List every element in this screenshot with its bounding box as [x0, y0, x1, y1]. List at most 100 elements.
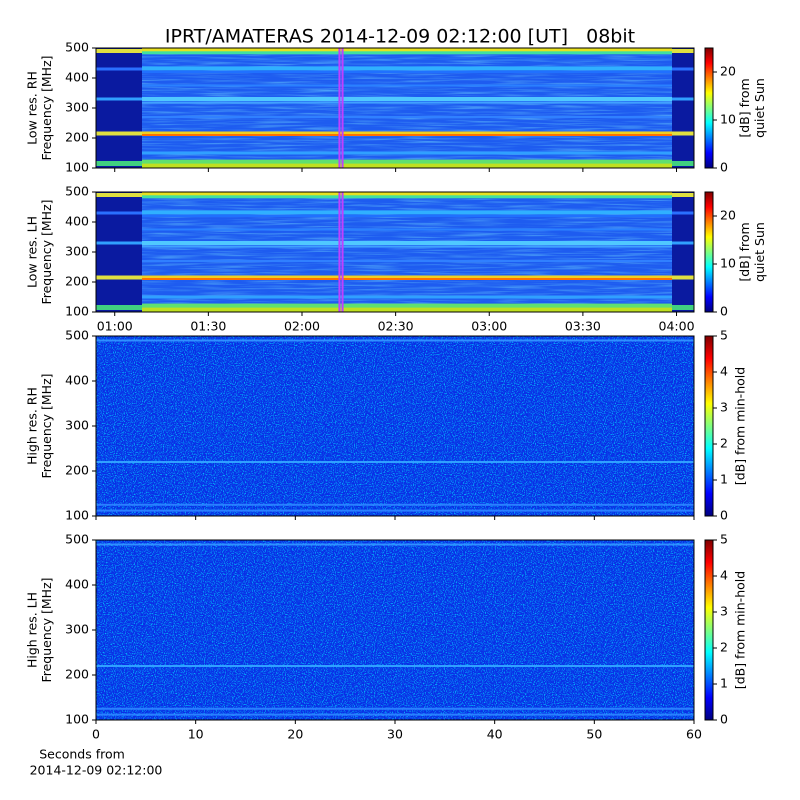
colorbar — [704, 47, 714, 169]
x-tick-label: 02:00 — [284, 319, 320, 334]
x-tick-label: 60 — [686, 727, 702, 742]
spectrum-band — [96, 193, 142, 197]
spectrum-band — [96, 295, 694, 299]
spectrum-band — [96, 97, 142, 101]
y-tick-label: 400 — [65, 373, 89, 388]
spectrum-gap — [672, 48, 694, 168]
spectrum-band — [96, 543, 694, 546]
spectrum-band — [96, 163, 694, 168]
x-tick-label: 40 — [487, 727, 503, 742]
spectrum-band — [96, 245, 694, 248]
y-tick-label: 500 — [65, 532, 89, 547]
colorbar-tick-label: 0 — [720, 304, 728, 319]
spectrum-band — [96, 303, 694, 310]
spectrum-band — [96, 71, 694, 73]
colorbar-tick-label: 2 — [720, 436, 728, 451]
spectrum-band — [96, 66, 694, 71]
y-axis-label: Frequency [MHz] — [39, 577, 54, 682]
spectrum-band — [96, 97, 694, 101]
x-tick-label: 01:30 — [190, 319, 226, 334]
spectrum-band — [672, 131, 694, 136]
spectrum-band — [96, 131, 694, 136]
spectrum-band — [96, 707, 694, 710]
colorbar-tick-label: 1 — [720, 472, 728, 487]
spectrum-gap — [672, 192, 694, 312]
y-tick-label: 500 — [65, 184, 89, 199]
spectrum-band — [96, 210, 694, 215]
y-axis-label: Frequency [MHz] — [39, 373, 54, 478]
colorbar-label: [dB] from — [737, 222, 752, 281]
y-axis-label: Low res. LH — [25, 216, 40, 288]
colorbar-tick-label: 3 — [720, 400, 728, 415]
y-tick-label: 500 — [65, 40, 89, 55]
spectrum-band — [96, 51, 694, 55]
y-tick-label: 100 — [65, 508, 89, 523]
colorbar-label: quiet Sun — [752, 222, 767, 282]
spectrum-band — [672, 275, 694, 280]
colorbar-label: [dB] from — [737, 78, 752, 137]
x-axis-label: Seconds from — [39, 747, 125, 762]
spectrum-band — [96, 161, 142, 166]
spectrum-band — [96, 101, 694, 104]
spectrum-band — [672, 49, 694, 53]
spectrum-gap — [96, 48, 142, 168]
y-tick-label: 400 — [65, 577, 89, 592]
spectrum-band — [96, 503, 694, 506]
colorbar-tick-label: 4 — [720, 364, 728, 379]
spectrum-band — [96, 260, 694, 262]
spectrum-band — [672, 305, 694, 310]
spectrum-band — [96, 275, 142, 280]
y-tick-label: 100 — [65, 712, 89, 727]
spectrum-band — [96, 195, 694, 199]
colorbar-tick-label: 0 — [720, 712, 728, 727]
x-tick-label: 10 — [188, 727, 204, 742]
spectrum-band — [96, 48, 694, 54]
spectrum-band — [96, 131, 142, 136]
spectrum-noise — [96, 540, 694, 720]
spectrum-band — [96, 116, 694, 118]
spectrum-band — [96, 275, 694, 280]
x-tick-label: 20 — [287, 727, 303, 742]
colorbar-tick-label: 10 — [720, 112, 736, 127]
spectrum-band — [672, 241, 694, 245]
spectrum-band — [96, 241, 142, 245]
y-axis-label: High res. RH — [25, 387, 40, 465]
spectrum-band — [96, 509, 694, 512]
colorbar-label: [dB] from min-hold — [733, 571, 748, 689]
x-tick-label: 04:00 — [659, 319, 695, 334]
colorbar-tick-label: 10 — [720, 256, 736, 271]
figure-title: IPRT/AMATERAS 2014-12-09 02:12:00 [UT] 0… — [165, 26, 635, 48]
spectrum-band — [672, 211, 694, 215]
y-tick-label: 200 — [65, 130, 89, 145]
colorbar-tick-label: 3 — [720, 604, 728, 619]
spectrogram — [96, 192, 694, 312]
spectrogram — [96, 48, 694, 168]
colorbar-tick-label: 2 — [720, 640, 728, 655]
spectrum-band — [96, 665, 694, 667]
spectrum-band — [96, 278, 694, 280]
spectrum-noise — [96, 48, 694, 168]
colorbar-label: quiet Sun — [752, 78, 767, 138]
y-axis-label: Frequency [MHz] — [39, 55, 54, 160]
spectrum-band — [96, 49, 142, 53]
x-axis-label: 2014-12-09 02:12:00 — [30, 763, 163, 778]
spectrum-band — [672, 193, 694, 197]
colorbar — [704, 539, 714, 721]
spectrum-band — [96, 134, 694, 136]
y-tick-label: 100 — [65, 160, 89, 175]
colorbar — [704, 335, 714, 517]
spectrum-band — [96, 228, 694, 231]
y-axis-label: Low res. RH — [25, 71, 40, 145]
spectrum-band — [672, 161, 694, 166]
x-tick-label: 0 — [92, 727, 100, 742]
spectrum-band — [96, 713, 694, 716]
x-tick-label: 03:00 — [471, 319, 507, 334]
y-axis-label: High res. LH — [25, 592, 40, 668]
y-tick-label: 300 — [65, 622, 89, 637]
spectrum-band — [96, 339, 694, 342]
x-tick-label: 02:30 — [378, 319, 414, 334]
colorbar-tick-label: 0 — [720, 160, 728, 175]
x-tick-label: 01:00 — [97, 319, 133, 334]
spectrum-band — [672, 97, 694, 101]
